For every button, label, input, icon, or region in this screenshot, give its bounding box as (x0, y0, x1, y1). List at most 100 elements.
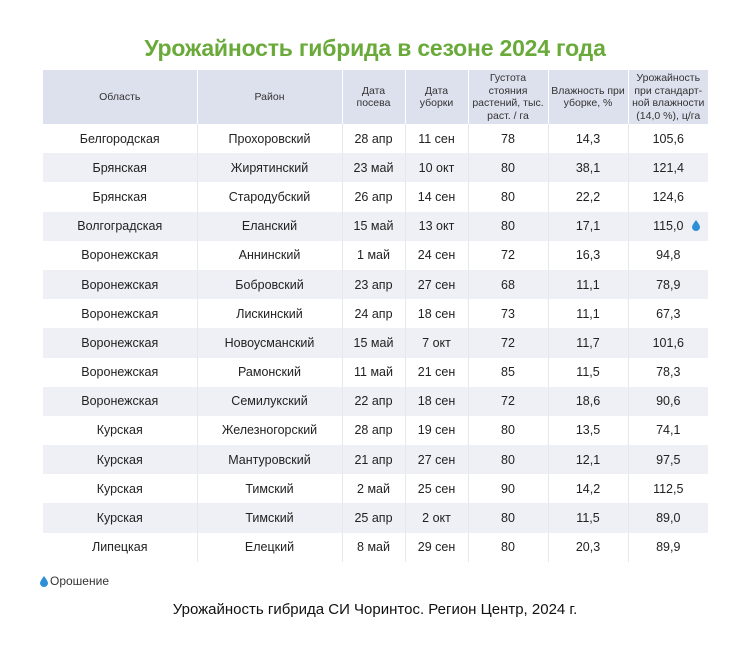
cell-harvest-moisture-value: 16,3 (575, 248, 601, 263)
cell-district: Семилукский (197, 386, 343, 416)
cell-district-value: Рамонский (237, 365, 301, 380)
cell-plant-density-value: 80 (501, 423, 515, 438)
cell-district-value: Тимский (245, 511, 294, 526)
cell-harvest-date-value: 27 сен (417, 277, 456, 292)
cell-harvest-date: 18 сен (405, 299, 469, 329)
cell-harvest-moisture-value: 14,2 (575, 481, 601, 496)
cell-yield-value: 115,0 (653, 219, 684, 234)
cell-harvest-date: 7 окт (405, 328, 469, 358)
column-header-plant-density: Густота стояния растений, тыс. раст. / г… (468, 70, 549, 124)
cell-region-value: Воронежская (81, 394, 159, 409)
cell-yield-value: 124,6 (652, 189, 684, 204)
table-row: Липецкая Елецкий 8 май 29 сен 80 20,3 89,9 (43, 532, 708, 562)
cell-district: Аннинский (197, 240, 343, 270)
cell-region-value: Курская (96, 481, 143, 496)
cell-region-value: Волгоградская (77, 219, 163, 234)
cell-harvest-moisture-value: 22,2 (575, 189, 601, 204)
cell-yield: 89,0 (628, 503, 708, 533)
cell-harvest-date-value: 21 сен (417, 365, 456, 380)
table-row: Брянская Жирятинский 23 май 10 окт 80 38,1 121… (43, 153, 708, 183)
legend-label: Орошение (50, 574, 109, 588)
cell-plant-density-value: 78 (501, 131, 515, 146)
table-row: Белгородская Прохоровский 28 апр 11 сен 78 14… (43, 124, 708, 154)
cell-yield: 115,0 (628, 211, 708, 241)
cell-district-value: Еланский (241, 219, 298, 234)
table-row: Воронежская Семилукский 22 апр 18 сен 72 18,6… (43, 386, 708, 416)
cell-plant-density-value: 90 (501, 481, 515, 496)
cell-region-value: Воронежская (81, 335, 159, 350)
cell-harvest-moisture-value: 14,3 (575, 131, 601, 146)
cell-harvest-moisture-value: 17,1 (575, 219, 601, 234)
cell-harvest-date: 25 сен (405, 474, 469, 504)
cell-harvest-date: 24 сен (405, 240, 469, 270)
cell-region-value: Курская (96, 511, 143, 526)
cell-sowing-date: 15 май (342, 211, 406, 241)
cell-harvest-moisture: 11,5 (548, 357, 629, 387)
cell-harvest-date: 18 сен (405, 386, 469, 416)
cell-yield: 78,3 (628, 358, 708, 387)
cell-yield-value: 105,6 (652, 131, 684, 146)
cell-region: Курская (43, 474, 198, 504)
cell-harvest-date-value: 13 окт (418, 219, 455, 234)
water-drop-icon (692, 220, 700, 232)
cell-harvest-date: 27 сен (405, 445, 469, 475)
cell-region: Воронежская (43, 269, 198, 300)
cell-harvest-moisture: 12,1 (548, 445, 629, 475)
cell-harvest-moisture: 16,3 (548, 240, 629, 270)
cell-plant-density-value: 72 (501, 394, 515, 409)
cell-harvest-moisture-value: 13,5 (575, 423, 601, 438)
cell-district-value: Бобровский (235, 277, 304, 292)
cell-plant-density: 72 (468, 240, 549, 270)
cell-yield-value: 67,3 (656, 306, 681, 321)
cell-region-value: Липецкая (91, 540, 148, 555)
cell-region-value: Воронежская (81, 248, 159, 263)
cell-plant-density: 80 (468, 182, 549, 212)
table-row: Курская Тимский 2 май 25 сен 90 14,2 112,5 (43, 474, 708, 504)
cell-district-value: Лискинский (236, 306, 303, 321)
cell-yield: 101,6 (628, 328, 708, 358)
cell-plant-density: 78 (468, 124, 549, 154)
cell-harvest-moisture: 11,1 (548, 299, 629, 329)
cell-district: Прохоровский (197, 124, 343, 154)
cell-district: Мантуровский (197, 445, 343, 475)
cell-yield-value: 89,0 (656, 511, 681, 526)
cell-yield: 112,5 (628, 474, 708, 503)
cell-harvest-moisture: 22,2 (548, 182, 629, 212)
cell-yield-value: 78,3 (656, 365, 681, 380)
cell-harvest-moisture: 38,1 (548, 153, 629, 183)
cell-district-value: Стародубский (228, 189, 311, 204)
table-row: Воронежская Новоусманский 15 май 7 окт 72 11,… (43, 328, 708, 358)
cell-district: Елецкий (197, 532, 343, 562)
cell-harvest-date-value: 29 сен (417, 540, 456, 555)
cell-region: Воронежская (43, 240, 198, 270)
cell-yield: 74,1 (628, 416, 708, 445)
cell-sowing-date-value: 15 май (353, 219, 394, 234)
cell-plant-density: 80 (468, 532, 549, 562)
cell-region: Брянская (43, 153, 198, 183)
cell-harvest-date-value: 18 сен (417, 306, 456, 321)
cell-plant-density: 80 (468, 211, 549, 241)
cell-harvest-moisture-value: 11,5 (576, 365, 600, 380)
cell-district-value: Аннинский (238, 248, 301, 263)
cell-district-value: Мантуровский (228, 452, 311, 467)
cell-sowing-date: 2 май (342, 474, 406, 504)
cell-harvest-date: 11 сен (405, 124, 469, 154)
cell-region: Курская (43, 415, 198, 446)
cell-sowing-date: 23 май (342, 153, 406, 183)
cell-region: Курская (43, 503, 198, 533)
cell-harvest-date-value: 2 окт (422, 511, 451, 526)
cell-district-value: Елецкий (244, 540, 295, 555)
cell-district: Жирятинский (197, 153, 343, 183)
column-header-yield: Урожайность при стандарт-ной влажности (… (628, 70, 708, 124)
table-row: Курская Железногорский 28 апр 19 сен 80 13,5 7… (43, 415, 708, 446)
table-body: Белгородская Прохоровский 28 апр 11 сен 78 14… (43, 124, 708, 562)
cell-sowing-date-value: 28 апр (354, 423, 393, 438)
cell-sowing-date-value: 23 май (353, 160, 394, 175)
cell-district: Новоусманский (197, 328, 343, 358)
cell-harvest-date: 13 окт (405, 211, 469, 241)
cell-plant-density-value: 80 (501, 540, 515, 555)
cell-harvest-date-value: 24 сен (417, 248, 456, 263)
yield-table: Область Район Дата посева Дата уборки Гу… (43, 70, 708, 562)
cell-harvest-moisture-value: 12,1 (575, 452, 601, 467)
cell-sowing-date: 23 апр (342, 269, 406, 300)
